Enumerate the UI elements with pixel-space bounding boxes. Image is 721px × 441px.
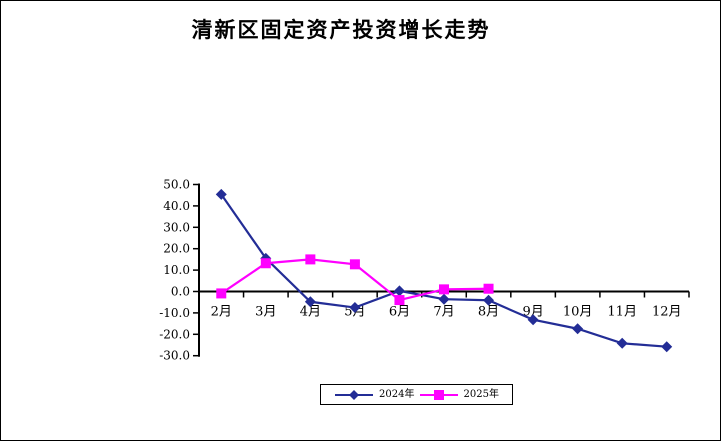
data-point-2024年[interactable] — [616, 337, 628, 349]
chart-legend[interactable]: 2024年 2025年 — [320, 384, 513, 405]
y-axis-tick-label: 0.0 — [171, 285, 190, 299]
x-axis-category-label: 12月 — [652, 305, 682, 320]
series-line-2024年[interactable] — [220, 193, 667, 348]
data-point-2024年[interactable] — [527, 314, 539, 326]
data-point-2024年[interactable] — [215, 188, 227, 200]
y-axis-tick-label: 50.0 — [163, 178, 190, 192]
x-axis-category-label: 8月 — [478, 305, 499, 320]
data-point-2024年[interactable] — [661, 341, 673, 353]
data-point-2025年[interactable] — [483, 283, 494, 294]
x-axis-category-label: 9月 — [522, 305, 543, 320]
y-axis-tick-label: 10.0 — [163, 263, 190, 277]
legend-label-2025: 2025年 — [463, 388, 499, 400]
y-axis-tick-label: 20.0 — [163, 242, 190, 256]
data-point-2025年[interactable] — [260, 258, 271, 269]
legend-entry-2024[interactable]: 2024年 — [334, 389, 414, 401]
data-point-2024年[interactable] — [304, 296, 316, 308]
y-axis-tick-label: -30.0 — [159, 349, 190, 363]
x-axis-category-label: 6月 — [389, 305, 410, 320]
x-axis-category-label: 2月 — [211, 305, 232, 320]
data-point-2025年[interactable] — [439, 284, 449, 295]
data-point-2025年[interactable] — [394, 295, 405, 306]
y-axis-tick-label: -20.0 — [159, 327, 190, 341]
legend-entry-2025[interactable]: 2025年 — [419, 389, 499, 401]
y-axis-tick-label: 30.0 — [163, 220, 190, 234]
x-axis-category-label: 10月 — [563, 305, 593, 320]
data-point-2024年[interactable] — [572, 323, 584, 335]
x-axis-category-label: 4月 — [300, 305, 321, 320]
data-point-2024年[interactable] — [483, 294, 495, 306]
x-axis-category-label: 11月 — [607, 305, 637, 320]
data-point-2024年[interactable] — [349, 302, 361, 314]
legend-swatch-2025-square-icon — [419, 389, 458, 400]
y-axis-tick-label: -10.0 — [159, 306, 190, 320]
data-point-2024年[interactable] — [438, 293, 450, 305]
x-axis-category-label: 7月 — [433, 305, 454, 320]
y-axis-tick-label: 40.0 — [163, 199, 190, 213]
legend-swatch-2024-diamond-icon — [335, 389, 373, 400]
data-point-2025年[interactable] — [305, 254, 316, 265]
chart-title: 清新区固定资产投资增长走势 — [191, 17, 491, 42]
x-axis-category-label: 3月 — [255, 305, 276, 320]
data-point-2025年[interactable] — [216, 288, 227, 299]
legend-label-2024: 2024年 — [379, 388, 415, 400]
data-point-2025年[interactable] — [349, 259, 360, 270]
data-point-2024年[interactable] — [393, 285, 405, 297]
